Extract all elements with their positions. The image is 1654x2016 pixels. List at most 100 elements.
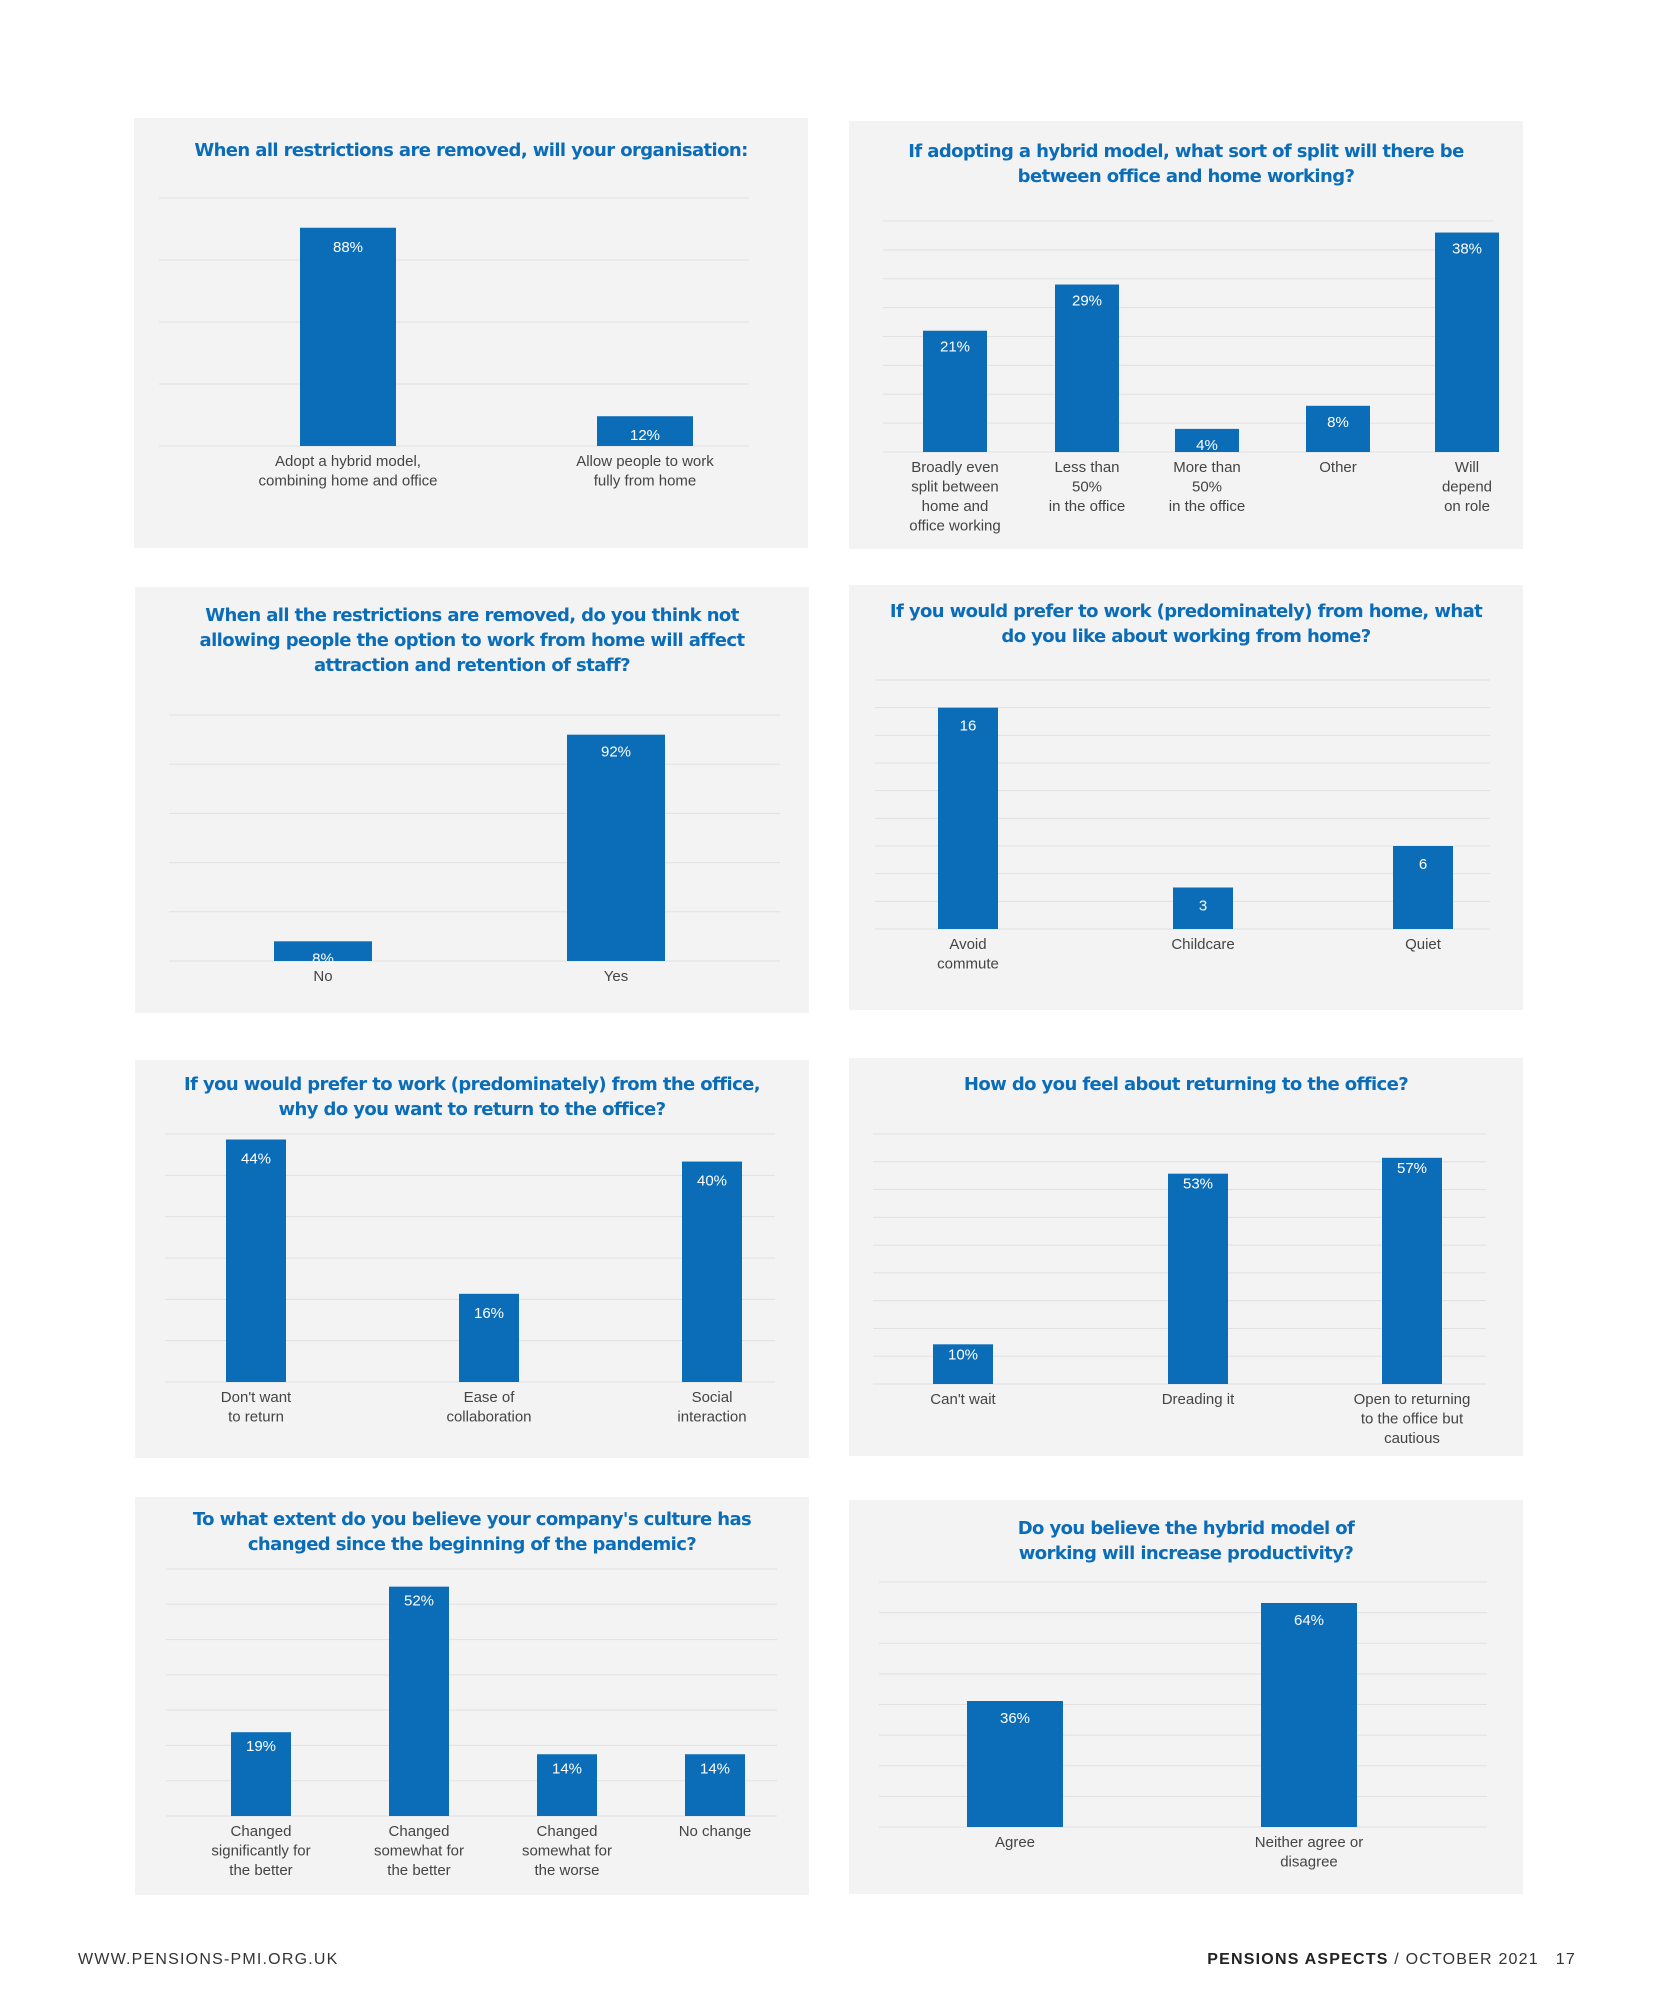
category-label: Open to returning to the office but cautio… [1354,1391,1471,1447]
data-label: 40% [697,1173,727,1190]
chart-panel-7: To what extent do you believe your compa… [135,1497,809,1895]
bar [1055,284,1119,452]
category-label: Allow people to work fully from home [576,453,714,490]
data-label: 12% [630,427,660,444]
category-label: Ease of collaboration [446,1389,531,1426]
bar [597,416,693,446]
data-label: 29% [1072,293,1102,310]
page-number: 17 [1555,1951,1576,1968]
bar [1261,1603,1357,1827]
category-label: No change [679,1823,752,1840]
chart-plot: 36% Agree 64% Neither agree or disagree [879,1581,1487,1871]
data-label: 14% [700,1760,730,1777]
category-label: Avoid commute [937,936,999,973]
category-label: Can't wait [930,1391,996,1408]
bar [938,707,998,929]
data-label: 64% [1294,1612,1324,1629]
bar [1306,405,1370,452]
data-label: 44% [241,1151,271,1168]
data-label: 14% [552,1760,582,1777]
bar [1393,846,1453,929]
data-label: 36% [1000,1710,1030,1727]
category-label: Yes [604,968,628,985]
data-label: 53% [1183,1176,1213,1193]
category-label: Childcare [1171,936,1234,953]
chart-plot: 16 Avoid commute 3 Childcare 6 Quiet [875,679,1490,973]
bar [389,1586,449,1816]
chart-title-text: How do you feel about returning to the o… [963,1074,1409,1095]
bar [1173,887,1233,929]
issue-date: OCTOBER 2021 [1405,1951,1539,1968]
data-label: 10% [948,1346,978,1363]
footer-separator: / [1394,1951,1400,1968]
data-label: 4% [1196,437,1218,454]
category-label: Quiet [1405,936,1442,953]
chart-panel-4: If you would prefer to work (predominate… [849,585,1523,1010]
bar [300,227,396,446]
footer-publication: PENSIONS ASPECTS / OCTOBER 2021 17 [1207,1951,1576,1969]
bar [685,1754,745,1816]
chart-panel-3: When all the restrictions are removed, d… [135,587,809,1013]
category-label: Agree [995,1834,1035,1851]
data-label: 8% [312,950,334,967]
data-label: 16% [474,1305,504,1322]
chart-plot: 88% Adopt a hybrid model, combining home a… [159,197,749,490]
category-label: Less than 50% in the office [1049,459,1125,515]
category-label: Broadly even split between home and office … [909,459,1000,535]
category-label: Will depend on role [1442,459,1492,515]
chart-plot: 21% Broadly even split between home and offi… [883,220,1499,535]
chart-plot: 44% Don't want to return 16% Ease of collabor… [165,1133,775,1426]
bar [567,734,665,961]
bar [231,1732,291,1816]
data-label: 57% [1397,1160,1427,1177]
data-label: 6 [1419,856,1427,873]
data-label: 19% [246,1738,276,1755]
data-label: 38% [1452,241,1482,258]
data-label: 21% [940,339,970,356]
chart-title-text: To what extent do you believe your compa… [192,1509,752,1555]
bar [274,941,372,961]
website-url: WWW.PENSIONS-PMI.ORG.UK [78,1951,339,1968]
data-label: 8% [1327,414,1349,431]
chart-title-text: When all the restrictions are removed, d… [199,605,746,676]
data-label: 52% [404,1593,434,1610]
bar [682,1161,742,1382]
bar [1435,232,1499,452]
data-label: 88% [333,239,363,256]
category-label: Changed somewhat for the better [374,1823,464,1879]
bar [1175,428,1239,452]
chart-title: How do you feel about returning to the o… [879,1072,1493,1097]
category-label: No [313,968,332,985]
category-label: Neither agree or disagree [1255,1834,1363,1871]
category-label: Changed significantly for the better [211,1823,310,1879]
bar [226,1139,286,1382]
category-label: Changed somewhat for the worse [522,1823,612,1879]
bar [967,1701,1063,1827]
category-label: Other [1319,459,1357,476]
chart-plot: 10% Can't wait 53% Dreading it 57% Open to re… [873,1133,1486,1447]
category-label: Social interaction [677,1389,746,1426]
chart-title: When all the restrictions are removed, d… [165,603,779,678]
bar [537,1754,597,1816]
chart-plot: 19% Changed significantly for the better 52%… [166,1568,777,1879]
chart-panel-6: How do you feel about returning to the o… [849,1058,1523,1456]
chart-panel-5: If you would prefer to work (predominate… [135,1060,809,1458]
chart-panel-8: Do you believe the hybrid model of workin… [849,1500,1523,1894]
data-label: 16 [960,718,977,735]
chart-plot: 8%No 92% Yes [169,714,780,985]
chart-title-text: If you would prefer to work (predominate… [183,1074,761,1120]
bar [923,330,987,452]
footer-website: WWW.PENSIONS-PMI.ORG.UK [78,1951,339,1969]
publication-name: PENSIONS ASPECTS [1207,1951,1389,1968]
chart-title: If you would prefer to work (predominate… [879,599,1493,649]
chart-title-text: When all restrictions are removed, will … [194,140,748,161]
chart-title: Do you believe the hybrid model of workin… [879,1516,1493,1566]
chart-panel-1: When all restrictions are removed, will … [134,118,808,548]
chart-title-text: If you would prefer to work (predominate… [889,601,1483,647]
bar [1382,1157,1442,1384]
chart-panel-2: If adopting a hybrid model, what sort of… [849,121,1523,549]
chart-title: If you would prefer to work (predominate… [165,1072,779,1122]
bar [459,1293,519,1382]
chart-title-text: Do you believe the hybrid model of workin… [1017,1518,1355,1564]
chart-title-text: If adopting a hybrid model, what sort of… [908,141,1464,187]
